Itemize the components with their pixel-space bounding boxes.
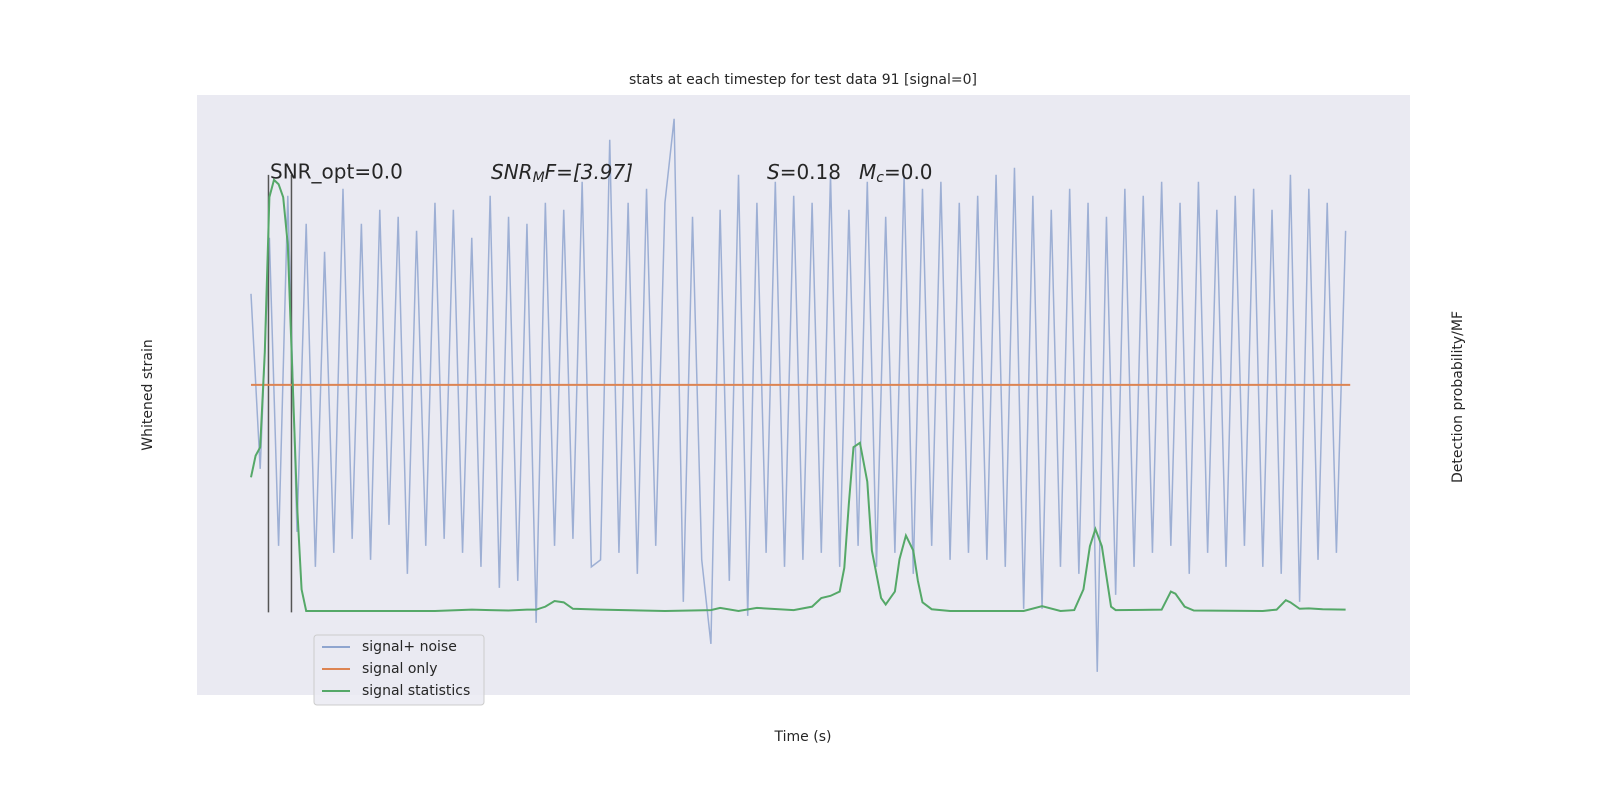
legend-label: signal statistics [362, 683, 470, 699]
series-line [250, 178, 1346, 612]
legend-label: signal+ noise [362, 639, 457, 655]
annotation-part: c [876, 170, 884, 186]
annotation-part: F=[3.97] [545, 160, 633, 184]
legend: signal+ noise signal only signal statistic… [313, 634, 485, 706]
y2-axis-label: Detection probability/MF [1450, 311, 1466, 483]
legend-label: signal only [362, 661, 437, 677]
annotation: S=0.18 [767, 160, 841, 184]
marks [250, 118, 1351, 672]
series-line [250, 118, 1347, 672]
annotation-part: SNR [491, 160, 533, 184]
annotation-part: M [859, 160, 876, 184]
annotation-part: =0.18 [780, 160, 841, 184]
annotation: SNRMF=[3.97] [491, 160, 633, 187]
annotation-part: S [767, 160, 780, 184]
annotation: SNR_opt=0.0 [270, 160, 403, 184]
x-axis-label: Time (s) [774, 729, 832, 745]
chart-title: stats at each timestep for test data 91 … [629, 72, 977, 88]
y-axis-label: Whitened strain [140, 339, 156, 450]
annotation-part: =0.0 [884, 160, 933, 184]
legend-box [313, 634, 485, 706]
plot-area [197, 95, 1410, 695]
annotation-part: M [533, 170, 545, 186]
annotation: Mc=0.0 [859, 160, 933, 187]
